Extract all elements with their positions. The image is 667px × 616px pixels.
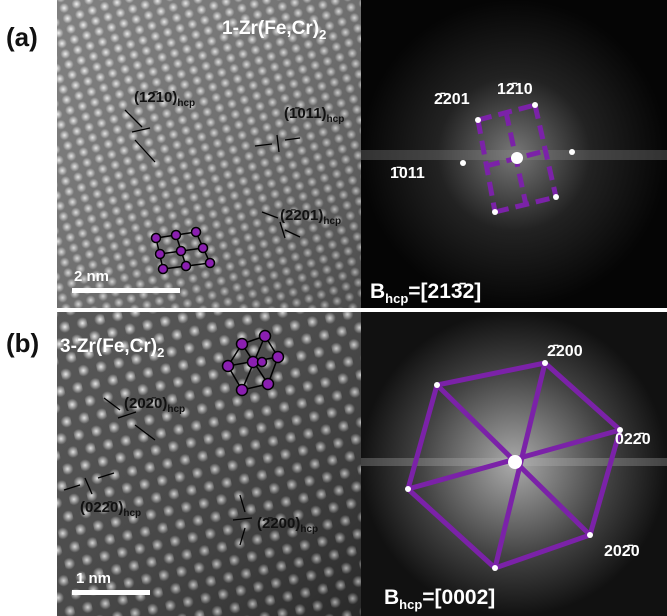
text-part: 2̄201: [434, 91, 470, 108]
text-part: 3-Zr(Fe,Cr): [60, 336, 157, 357]
text-part: B: [370, 280, 385, 303]
scale-label: 2 nm: [74, 268, 109, 285]
text-part: 2̄200: [547, 343, 583, 360]
text-part: (202̄0): [124, 395, 167, 412]
fft-spot-label: 022̄0: [615, 431, 651, 448]
text-part: hcp: [385, 291, 408, 306]
fft-spot-label: 2̄201: [434, 91, 470, 108]
panel-label: (a): [6, 22, 38, 52]
scale-bar: [72, 590, 150, 595]
text-part: 202̄0: [604, 543, 640, 560]
text-part: hcp: [323, 216, 341, 227]
text-part: 1 nm: [76, 570, 111, 587]
fft-spot-label: 202̄0: [604, 543, 640, 560]
text-part: (a): [6, 22, 38, 52]
text-part: B: [384, 586, 399, 609]
text-part: (b): [6, 328, 39, 358]
scale-label: 1 nm: [76, 570, 111, 587]
scale-bar: [72, 288, 180, 293]
text-part: (2̄200): [257, 515, 300, 532]
text-part: hcp: [123, 508, 141, 519]
text-part: 12̄10: [497, 81, 533, 98]
text-part: 2 nm: [74, 268, 109, 285]
text-part: hcp: [177, 98, 195, 109]
phase-title: 3-Zr(Fe,Cr)2: [60, 336, 164, 360]
panel-a: (a) 1-Zr(Fe,Cr)2 (12̄10)hcp (1̄011)hcp (…: [6, 0, 667, 308]
text-part: hcp: [399, 597, 422, 612]
phase-title: 1-Zr(Fe,Cr)2: [222, 18, 326, 42]
text-part: 1-Zr(Fe,Cr): [222, 18, 319, 39]
text-part: 2: [157, 345, 164, 360]
fft-spot-label: 12̄10: [497, 81, 533, 98]
figure: (a) 1-Zr(Fe,Cr)2 (12̄10)hcp (1̄011)hcp (…: [0, 0, 667, 616]
text-part: hcp: [327, 114, 345, 125]
text-part: (2̄201): [280, 207, 323, 224]
text-part: hcp: [300, 524, 318, 535]
text-part: hcp: [167, 404, 185, 415]
text-part: =[0002]: [422, 586, 495, 609]
text-part: (022̄0): [80, 499, 123, 516]
text-part: =[213̄2]: [408, 280, 481, 303]
text-part: (12̄10): [134, 89, 177, 106]
text-part: 022̄0: [615, 431, 651, 448]
panel-label: (b): [6, 328, 39, 358]
text-part: 2: [319, 27, 326, 42]
fft-spot-label: 1̄011: [390, 165, 425, 182]
text-part: 1̄011: [390, 165, 425, 182]
panel-b: (b) 3-Zr(Fe,Cr)2 (202̄0)hcp (022̄0)hcp (…: [6, 312, 667, 616]
fft-spot-label: 2̄200: [547, 343, 583, 360]
text-part: (1̄011): [284, 105, 327, 122]
